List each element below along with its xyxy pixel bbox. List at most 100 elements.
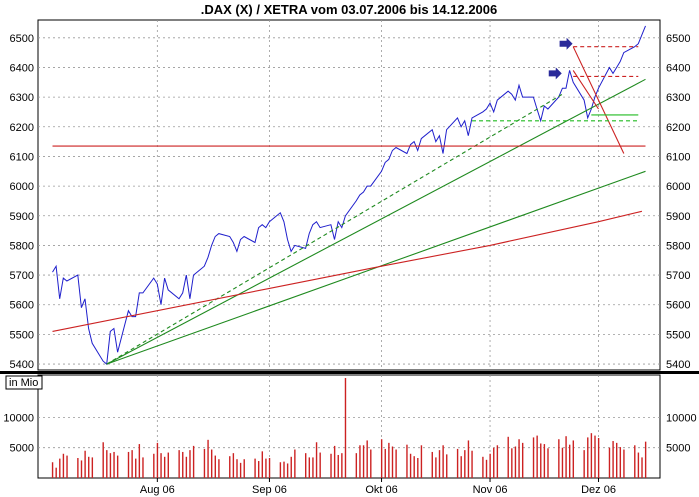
- volume-bar: [406, 444, 408, 478]
- arrow-marker-icon: [559, 37, 573, 50]
- volume-bar: [391, 446, 394, 478]
- volume-bar: [214, 455, 216, 478]
- volume-bar: [62, 453, 65, 478]
- volume-bar: [207, 439, 209, 478]
- volume-bar: [395, 449, 397, 478]
- volume-bar: [257, 461, 260, 478]
- volume-panel: 5000 5000 10000 10000 in Mio: [3, 374, 697, 479]
- volume-bar: [623, 449, 625, 478]
- volume-bar: [279, 462, 282, 478]
- volume-bar: [518, 439, 520, 478]
- volume-bar: [106, 450, 108, 478]
- volume-label: in Mio: [9, 377, 38, 389]
- volume-bar: [634, 445, 636, 478]
- volume-bar: [330, 453, 332, 478]
- volume-bar: [294, 449, 296, 478]
- volume-label-box: [5, 375, 43, 390]
- volume-bar: [192, 445, 195, 478]
- volume-bar: [558, 439, 560, 478]
- x-tick-label: Sep 06: [252, 484, 287, 496]
- volume-bar: [84, 450, 86, 478]
- volume-bar: [572, 440, 575, 478]
- volume-bar: [619, 447, 622, 478]
- level-line: [572, 46, 625, 154]
- volume-bar: [109, 453, 112, 478]
- volume-bar: [243, 459, 245, 478]
- volume-bar: [420, 445, 423, 478]
- volume-bar: [116, 455, 119, 478]
- volume-bar: [55, 467, 57, 478]
- volume-bar: [153, 453, 155, 478]
- volume-bar: [561, 447, 564, 478]
- arrow-marker-icon: [548, 67, 562, 80]
- volume-bar: [160, 453, 162, 478]
- y-tick-label-left: 5800: [10, 240, 34, 252]
- volume-plot-area: [37, 374, 661, 479]
- y-tick-label-left: 6000: [10, 181, 34, 193]
- volume-bar: [59, 458, 61, 478]
- volume-bar: [167, 452, 169, 478]
- trend-line: [106, 93, 563, 365]
- x-axis: Aug 06 Sep 06 Okt 06 Nov 06 Dez 06: [140, 478, 616, 496]
- volume-bar: [583, 450, 585, 478]
- y-tick-label-right: 6100: [666, 151, 690, 163]
- volume-bar: [597, 438, 600, 478]
- y-tick-label-right: 6500: [666, 33, 690, 45]
- volume-bar: [612, 441, 614, 478]
- x-tick-label: Okt 06: [365, 484, 397, 496]
- volume-bar: [641, 457, 643, 478]
- volume-bar: [511, 448, 513, 478]
- volume-bar: [254, 458, 256, 478]
- volume-bar: [438, 450, 441, 478]
- x-tick-label: Aug 06: [140, 484, 175, 496]
- volume-bar: [163, 456, 166, 478]
- chart-title: .DAX (X) / XETRA vom 03.07.2006 bis 14.1…: [201, 2, 498, 17]
- y-tick-label-right: 6300: [666, 92, 690, 104]
- volume-bar: [565, 436, 567, 478]
- volume-bar: [540, 443, 542, 478]
- volume-bar: [521, 442, 524, 478]
- level-line: [572, 70, 599, 110]
- y-tick-label-left: 5700: [10, 270, 34, 282]
- y-tick-label-right: 5400: [666, 359, 690, 371]
- price-line: [52, 25, 646, 366]
- volume-tick-label-left: 10000: [3, 412, 34, 424]
- volume-bar: [431, 451, 433, 478]
- volume-bar: [507, 436, 509, 478]
- volume-bar: [446, 454, 448, 478]
- volume-bar: [366, 440, 368, 478]
- volume-bar: [442, 445, 444, 478]
- volume-bar: [80, 460, 83, 478]
- y-tick-label-right: 5500: [666, 329, 690, 341]
- volume-bar: [482, 456, 484, 478]
- volume-bar: [88, 456, 90, 478]
- y-tick-label-left: 5600: [10, 300, 34, 312]
- volume-bar: [66, 455, 68, 478]
- volume-bar: [239, 462, 242, 478]
- volume-bar: [185, 456, 188, 478]
- volume-bar: [268, 458, 271, 478]
- volume-bar: [182, 451, 184, 478]
- y-tick-label-right: 5900: [666, 211, 690, 223]
- volume-bar: [261, 451, 264, 478]
- volume-bar: [380, 439, 383, 478]
- volume-bar: [547, 448, 549, 478]
- volume-bar: [319, 452, 321, 478]
- volume-bar: [489, 453, 491, 478]
- y-tick-label-right: 5700: [666, 270, 690, 282]
- trend-line: [106, 78, 646, 365]
- volume-bar: [77, 458, 79, 478]
- volume-bar: [384, 448, 386, 478]
- volume-bar: [532, 437, 535, 478]
- y-tick-label-right: 5800: [666, 240, 690, 252]
- volume-bar: [355, 453, 358, 478]
- volume-bar: [485, 459, 488, 478]
- volume-bar: [616, 442, 618, 478]
- volume-bar: [467, 440, 470, 478]
- volume-bar: [308, 457, 311, 478]
- volume-bar: [178, 450, 180, 478]
- volume-tick-label-left: 5000: [10, 443, 34, 455]
- volume-bar: [493, 447, 495, 478]
- volume-tick-label-right: 10000: [666, 412, 697, 424]
